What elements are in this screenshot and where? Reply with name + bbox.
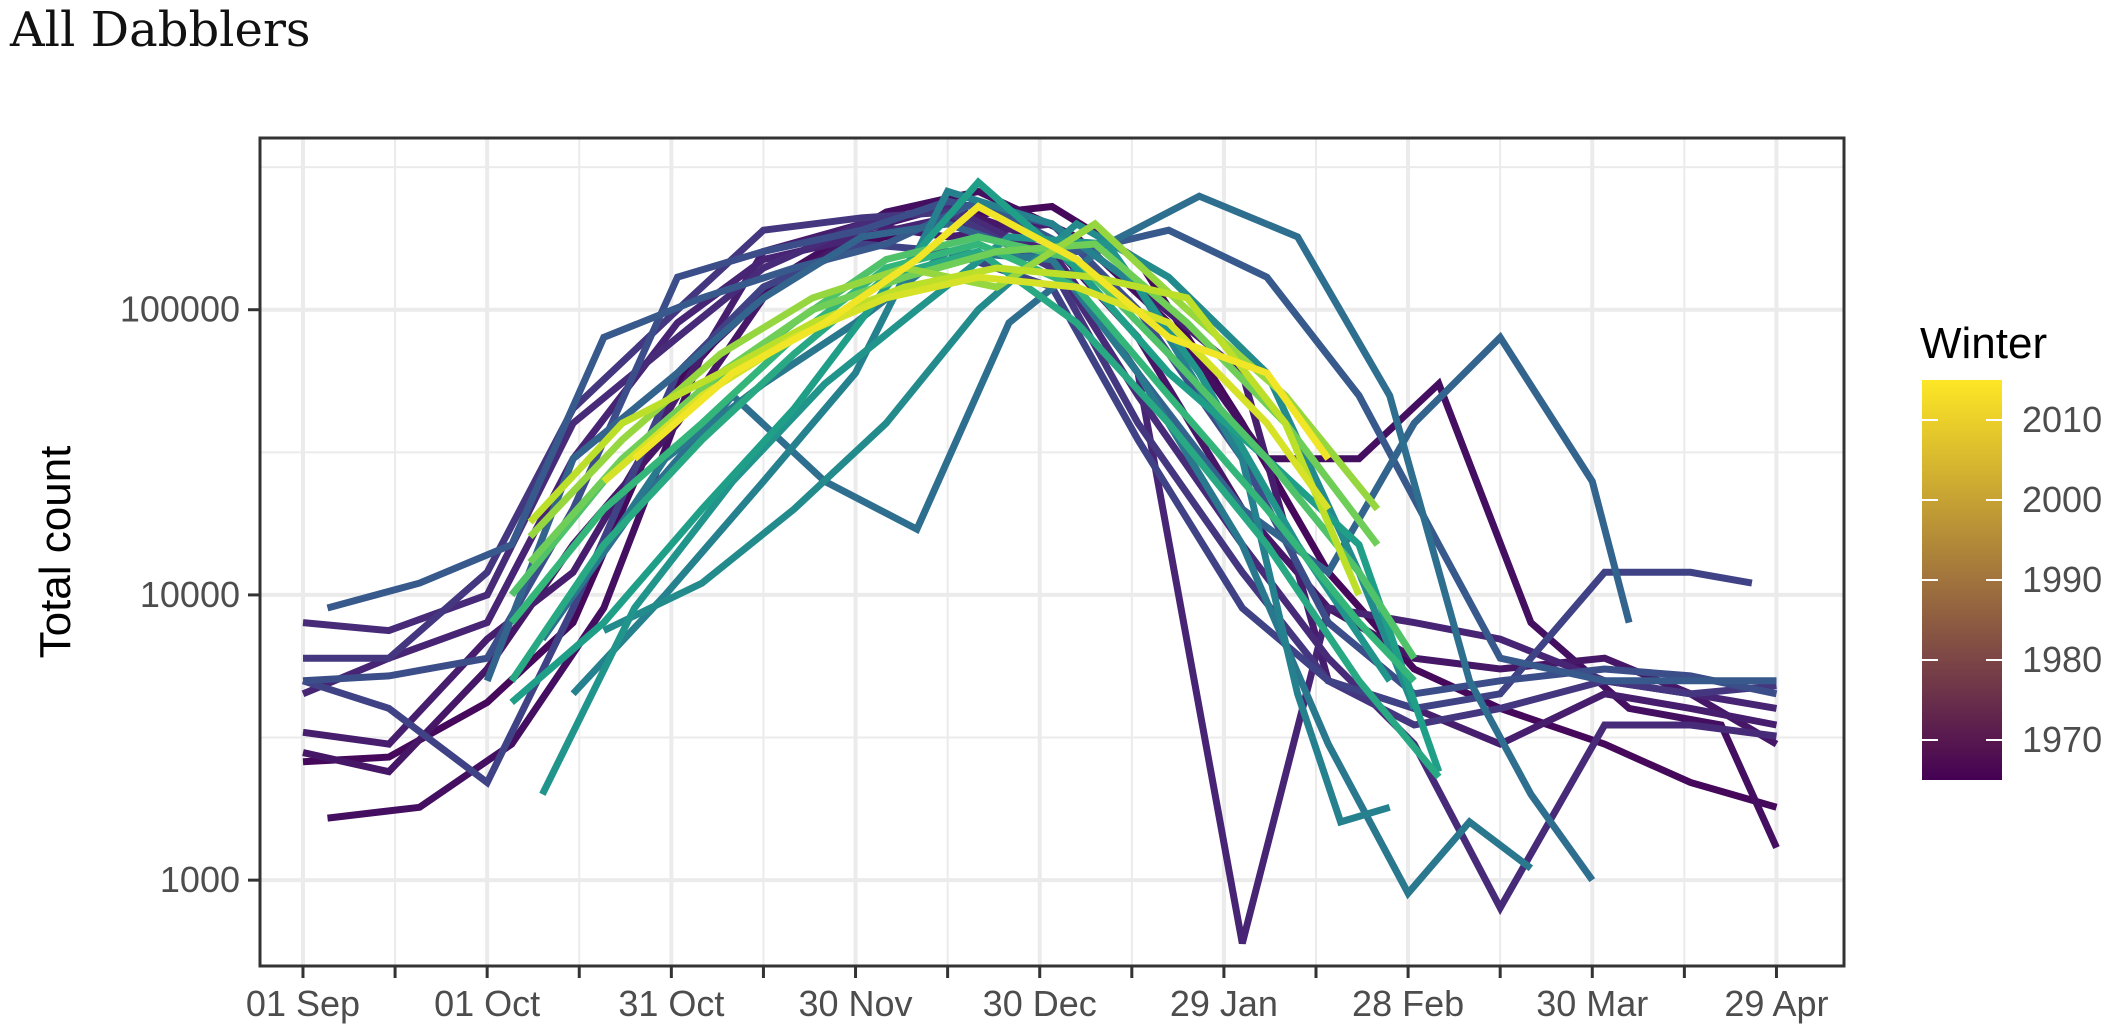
legend-tick-label: 2010: [2022, 399, 2102, 440]
y-tick-label: 10000: [140, 574, 240, 615]
panel-border: [258, 136, 1846, 968]
y-axis-title: Total count: [31, 446, 80, 659]
y-axis: 1000 10000 100000: [120, 289, 260, 900]
chart-title: All Dabblers: [10, 2, 311, 58]
x-tick-label: 30 Mar: [1536, 983, 1648, 1024]
legend-tick-label: 1980: [2022, 639, 2102, 680]
x-axis: 01 Sep 01 Oct 31 Oct 30 Nov 30 Dec 29 Jan 28 F…: [246, 966, 1829, 1024]
y-tick-label: 100000: [120, 289, 240, 330]
x-tick-label: 01 Oct: [434, 983, 540, 1024]
series-lines: [301, 177, 1780, 945]
x-tick-label: 30 Nov: [798, 983, 912, 1024]
series-line-winter-2004: [527, 240, 1381, 565]
x-tick-label: 29 Jan: [1170, 983, 1278, 1024]
x-tick-label: 30 Dec: [983, 983, 1097, 1024]
legend-title: Winter: [1920, 319, 2047, 368]
series-line-winter-1966: [302, 202, 1778, 811]
legend-tick-label: 1970: [2022, 719, 2102, 760]
series-line-winter-2014: [632, 202, 1332, 462]
series-line-winter-1979: [326, 197, 1777, 685]
y-tick-label: 1000: [160, 859, 240, 900]
legend: Winter 1970 1980 1990 2000 2010: [1920, 319, 2102, 780]
x-tick-label: 31 Oct: [618, 983, 724, 1024]
series-line-winter-1998: [508, 240, 1417, 684]
legend-tick-label: 2000: [2022, 479, 2102, 520]
series-line-winter-1995: [508, 247, 1442, 780]
x-tick-label: 29 Apr: [1724, 983, 1828, 1024]
series-line-winter-1987: [570, 187, 1391, 827]
x-tick-label: 28 Feb: [1352, 983, 1464, 1024]
x-tick-label: 01 Sep: [246, 983, 360, 1024]
series-line-winter-1993: [509, 177, 1443, 773]
legend-ticks: 1970 1980 1990 2000 2010: [1922, 399, 2102, 760]
legend-tick-label: 1990: [2022, 559, 2102, 600]
